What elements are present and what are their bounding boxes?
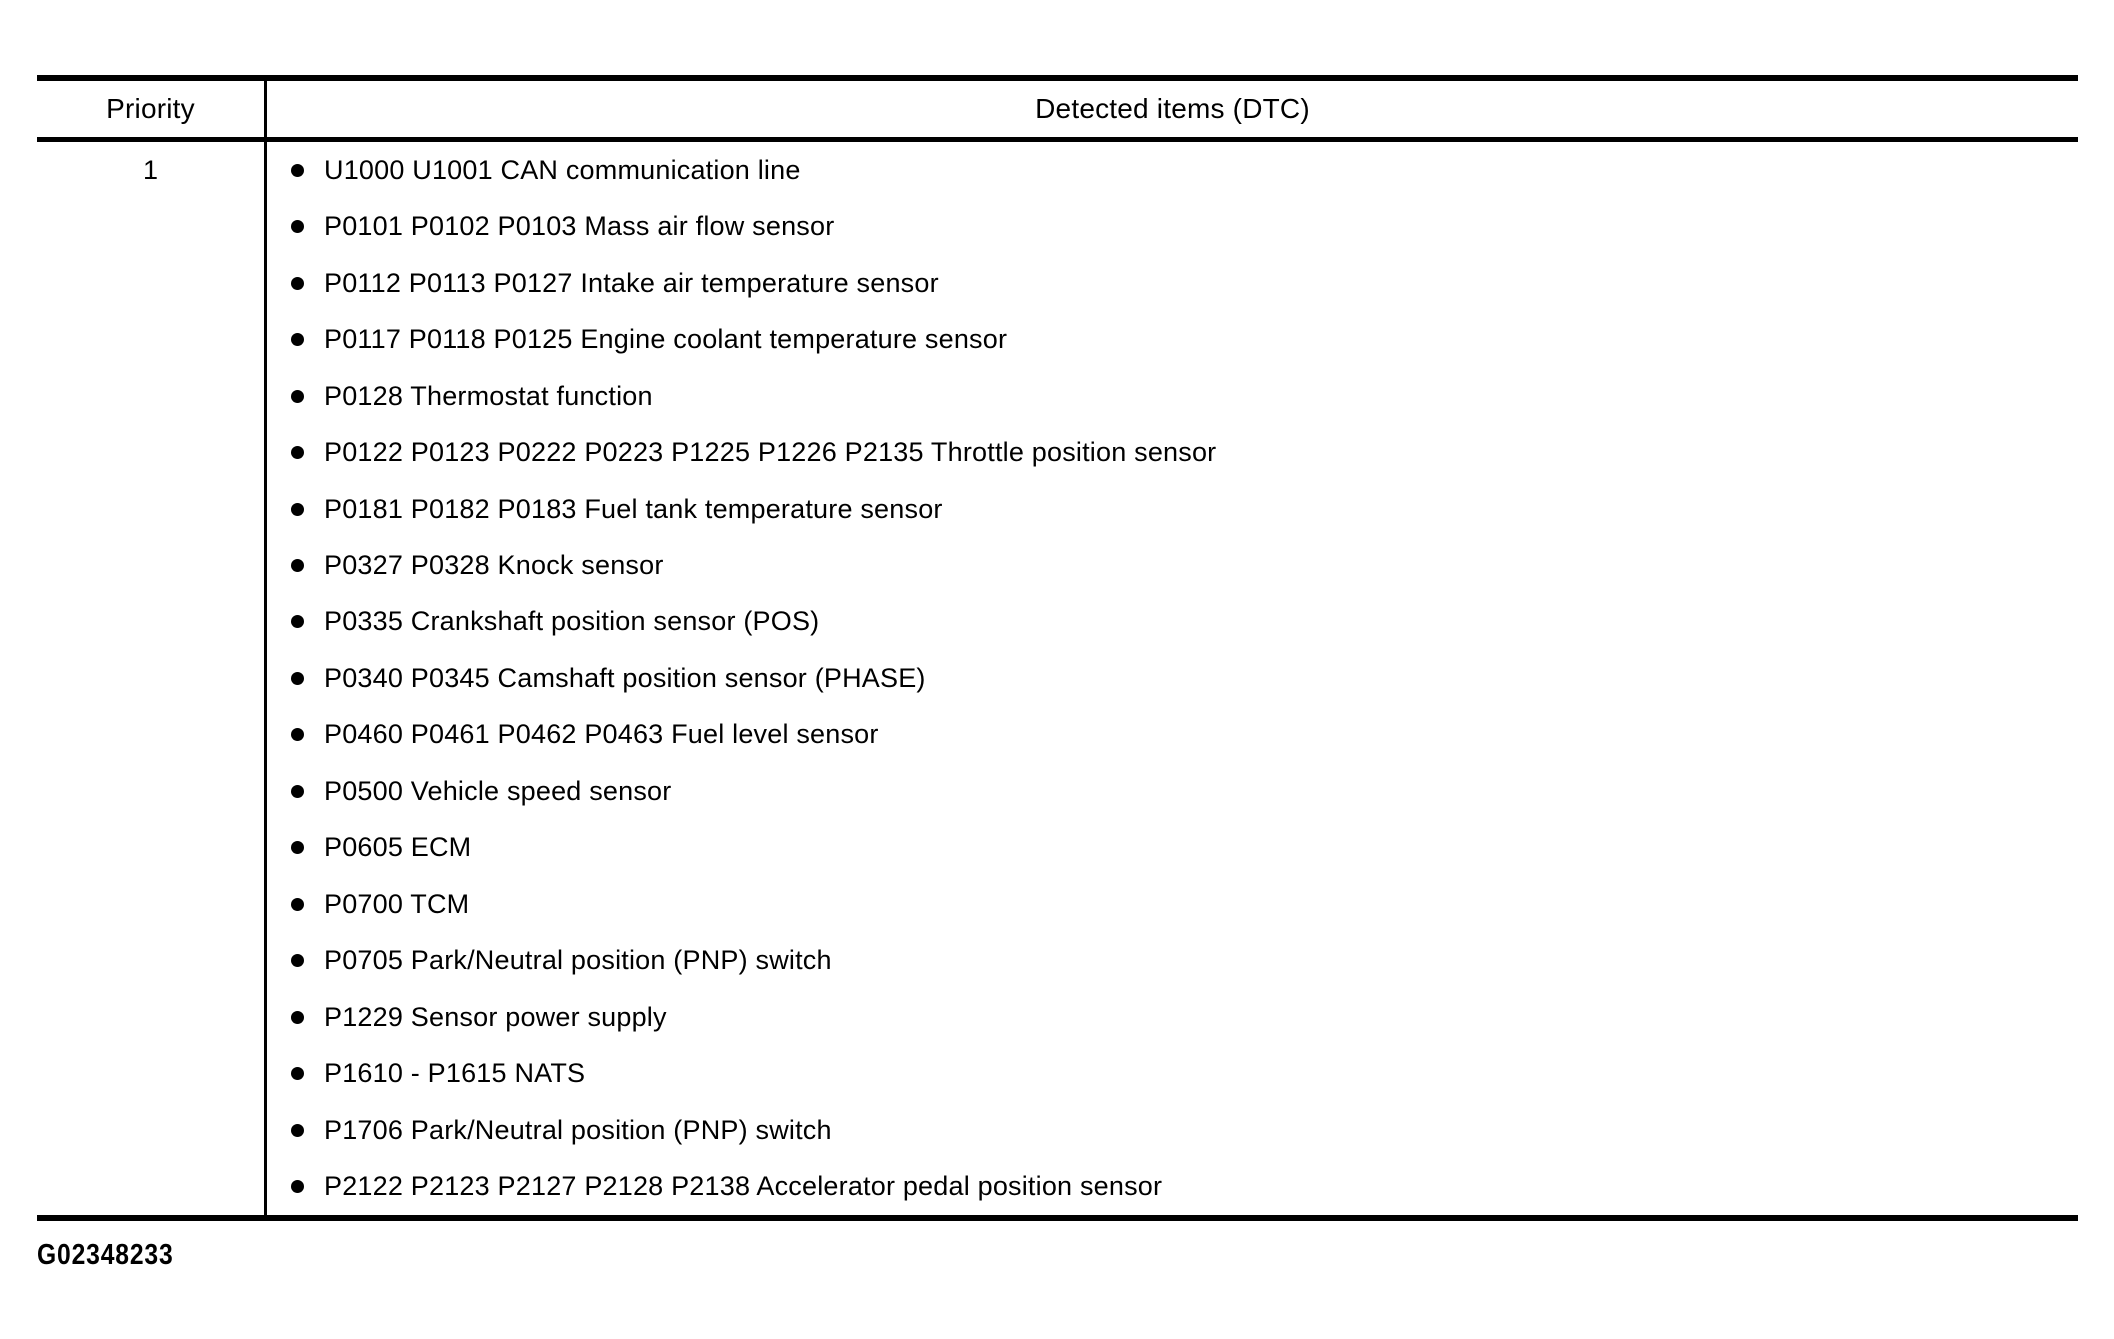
dtc-item-row: P2122 P2123 P2127 P2128 P2138 Accelerato… — [267, 1158, 2078, 1214]
dtc-item-text: P0460 P0461 P0462 P0463 Fuel level senso… — [324, 719, 879, 750]
table-header-row: Priority Detected items (DTC) — [37, 81, 2078, 142]
bullet-icon — [291, 784, 304, 798]
dtc-item-text: P0340 P0345 Camshaft position sensor (PH… — [324, 662, 926, 693]
dtc-item-text: P0128 Thermostat function — [324, 380, 653, 411]
dtc-item-text: P1610 - P1615 NATS — [324, 1058, 586, 1089]
bullet-icon — [291, 220, 304, 234]
priority-value: 1 — [142, 155, 159, 185]
dtc-item-row: P1706 Park/Neutral position (PNP) switch — [267, 1102, 2078, 1158]
dtc-item-text: P0112 P0113 P0127 Intake air temperature… — [324, 267, 939, 298]
dtc-item-list: U1000 U1001 CAN communication line P0101 … — [267, 142, 2078, 1215]
dtc-priority-table: Priority Detected items (DTC) 1 U1000 U1… — [37, 75, 2078, 1221]
dtc-item-text: P0181 P0182 P0183 Fuel tank temperature … — [324, 493, 943, 524]
bullet-icon — [291, 333, 304, 347]
bullet-icon — [291, 897, 304, 911]
dtc-item-row: P0705 Park/Neutral position (PNP) switch — [267, 933, 2078, 989]
bullet-icon — [291, 389, 304, 403]
dtc-item-row: P0327 P0328 Knock sensor — [267, 537, 2078, 593]
bullet-icon — [291, 1067, 304, 1081]
priority-value-cell: 1 — [37, 142, 267, 1215]
dtc-item-text: P0327 P0328 Knock sensor — [324, 550, 664, 581]
dtc-item-text: P0101 P0102 P0103 Mass air flow sensor — [324, 211, 835, 242]
bullet-icon — [291, 163, 304, 177]
dtc-item-text: P1229 Sensor power supply — [324, 1001, 667, 1032]
dtc-item-row: P0181 P0182 P0183 Fuel tank temperature … — [267, 481, 2078, 537]
dtc-item-row: P0112 P0113 P0127 Intake air temperature… — [267, 255, 2078, 311]
dtc-item-row: P1229 Sensor power supply — [267, 989, 2078, 1045]
bullet-icon — [291, 954, 304, 968]
dtc-item-text: P0605 ECM — [324, 832, 472, 863]
dtc-item-row: U1000 U1001 CAN communication line — [267, 142, 2078, 198]
bullet-icon — [291, 1123, 304, 1137]
bullet-icon — [291, 446, 304, 460]
dtc-item-text: P0500 Vehicle speed sensor — [324, 775, 672, 806]
bullet-icon — [291, 671, 304, 685]
bullet-icon — [291, 1180, 304, 1194]
dtc-item-row: P0460 P0461 P0462 P0463 Fuel level senso… — [267, 707, 2078, 763]
dtc-item-row: P0500 Vehicle speed sensor — [267, 763, 2078, 819]
dtc-item-text: P0122 P0123 P0222 P0223 P1225 P1226 P213… — [324, 437, 1217, 468]
dtc-item-text: U1000 U1001 CAN communication line — [324, 154, 801, 185]
dtc-item-row: P0335 Crankshaft position sensor (POS) — [267, 594, 2078, 650]
bullet-icon — [291, 276, 304, 290]
dtc-item-text: P1706 Park/Neutral position (PNP) switch — [324, 1114, 832, 1145]
dtc-item-text: P0117 P0118 P0125 Engine coolant tempera… — [324, 324, 1008, 355]
dtc-item-row: P0700 TCM — [267, 876, 2078, 932]
dtc-item-row: P0101 P0102 P0103 Mass air flow sensor — [267, 198, 2078, 254]
figure-code-label: G02348233 — [37, 1239, 174, 1271]
dtc-item-text: P2122 P2123 P2127 P2128 P2138 Accelerato… — [324, 1171, 1163, 1202]
dtc-item-row: P0128 Thermostat function — [267, 368, 2078, 424]
dtc-item-row: P0117 P0118 P0125 Engine coolant tempera… — [267, 311, 2078, 367]
dtc-item-text: P0335 Crankshaft position sensor (POS) — [324, 606, 820, 637]
bullet-icon — [291, 502, 304, 516]
detected-items-column-header: Detected items (DTC) — [1035, 93, 1310, 124]
dtc-item-row: P1610 - P1615 NATS — [267, 1046, 2078, 1102]
dtc-item-row: P0605 ECM — [267, 820, 2078, 876]
bullet-icon — [291, 615, 304, 629]
bullet-icon — [291, 841, 304, 855]
table-body-row: 1 U1000 U1001 CAN communication line P010… — [37, 142, 2078, 1215]
dtc-item-text: P0705 Park/Neutral position (PNP) switch — [324, 945, 832, 976]
priority-column-header: Priority — [37, 81, 267, 137]
dtc-item-row: P0122 P0123 P0222 P0223 P1225 P1226 P213… — [267, 424, 2078, 480]
dtc-item-row: P0340 P0345 Camshaft position sensor (PH… — [267, 650, 2078, 706]
dtc-item-text: P0700 TCM — [324, 888, 470, 919]
bullet-icon — [291, 559, 304, 573]
bullet-icon — [291, 1010, 304, 1024]
bullet-icon — [291, 728, 304, 742]
